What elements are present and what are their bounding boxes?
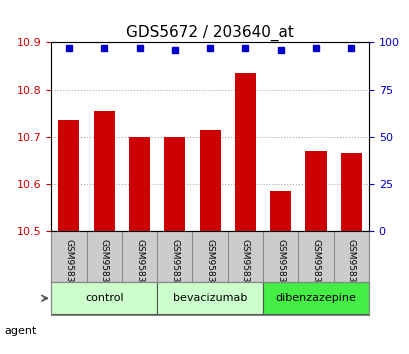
FancyBboxPatch shape: [51, 282, 157, 314]
Text: GSM958325: GSM958325: [276, 239, 285, 293]
Text: GSM958324: GSM958324: [135, 239, 144, 293]
Text: GSM958328: GSM958328: [170, 239, 179, 293]
Text: GSM958330: GSM958330: [240, 239, 249, 294]
Bar: [305, 151, 326, 231]
Text: control: control: [85, 293, 123, 303]
Text: agent: agent: [4, 326, 36, 336]
Bar: [164, 137, 185, 231]
Text: GSM958326: GSM958326: [311, 239, 320, 293]
FancyBboxPatch shape: [157, 282, 263, 314]
Bar: [199, 130, 220, 231]
Bar: [128, 137, 150, 231]
Bar: [234, 73, 255, 231]
Text: dibenzazepine: dibenzazepine: [275, 293, 355, 303]
Text: GSM958323: GSM958323: [99, 239, 108, 293]
Bar: [340, 153, 361, 231]
Bar: [93, 111, 115, 231]
Text: GSM958322: GSM958322: [64, 239, 73, 293]
Text: bevacizumab: bevacizumab: [173, 293, 247, 303]
Bar: [58, 120, 79, 231]
Text: GSM958329: GSM958329: [205, 239, 214, 293]
Text: GSM958327: GSM958327: [346, 239, 355, 293]
Bar: [270, 191, 291, 231]
Title: GDS5672 / 203640_at: GDS5672 / 203640_at: [126, 25, 293, 41]
FancyBboxPatch shape: [263, 282, 368, 314]
